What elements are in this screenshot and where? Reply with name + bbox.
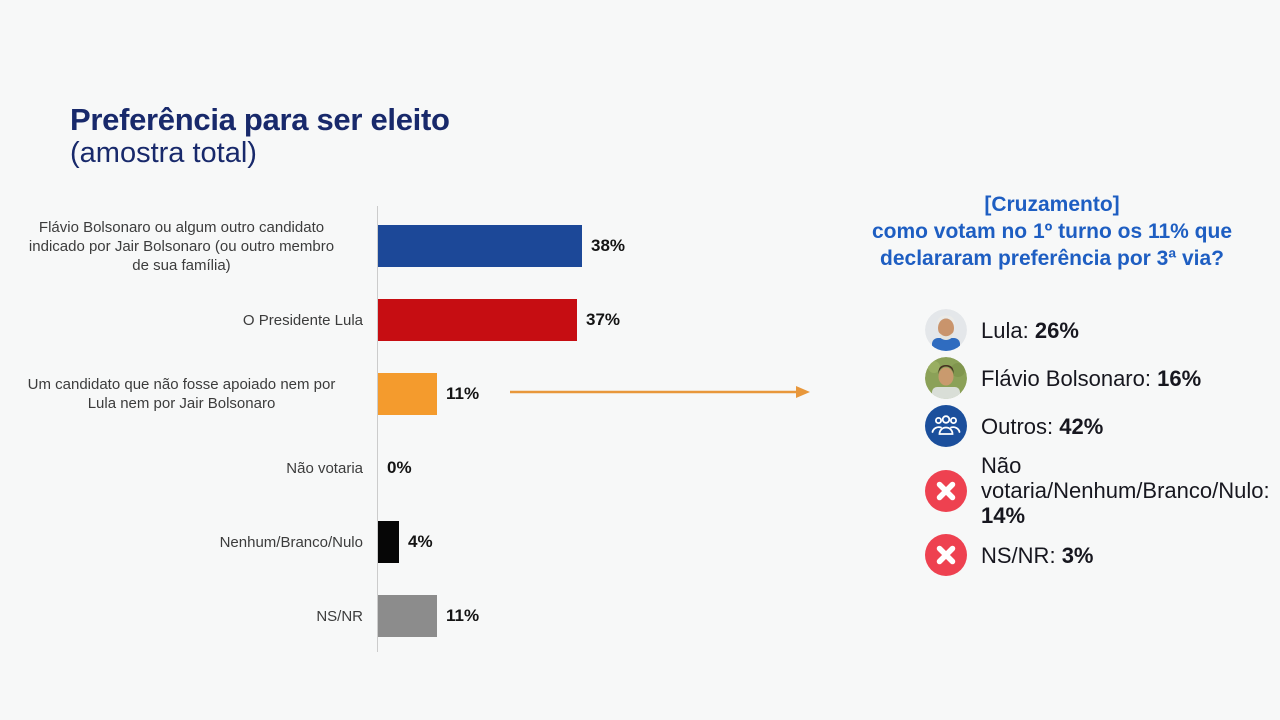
x-mark-icon xyxy=(925,534,967,576)
cross-item-value: 26% xyxy=(1034,317,1079,343)
cross-item-name: Lula: xyxy=(981,317,1029,343)
bar xyxy=(378,595,437,637)
cross-panel-heading: [Cruzamento] como votam no 1º turno os 1… xyxy=(871,193,1233,270)
lula-avatar-icon xyxy=(925,309,967,351)
cross-item-text: Não votaria/Nenhum/Branco/Nulo: 14% xyxy=(981,453,1270,528)
cross-item-name: Flávio Bolsonaro: xyxy=(981,365,1151,391)
flow-arrow-icon xyxy=(510,386,810,398)
flavio-avatar-icon xyxy=(925,357,967,399)
bar-value-label: 11% xyxy=(446,384,480,403)
chart-row: Não votaria 0% xyxy=(0,431,625,505)
bar-chart: Flávio Bolsonaro ou algum outro candidat… xyxy=(0,209,625,653)
bar-value-label: 11% xyxy=(446,606,480,625)
chart-row: Nenhum/Branco/Nulo 4% xyxy=(0,505,625,579)
chart-axis-line xyxy=(377,206,378,652)
cross-list-item: Outros: 42% xyxy=(925,405,1246,447)
bar-label: NS/NR xyxy=(316,607,363,625)
x-mark-icon xyxy=(925,469,967,512)
bar-area: 4% xyxy=(378,521,433,563)
page-title: Preferência para ser eleito (amostra tot… xyxy=(70,103,450,170)
bar-label: Um candidato que não fosse apoiado nem p… xyxy=(27,376,336,412)
chart-row: O Presidente Lula 37% xyxy=(0,283,625,357)
title-line-2: (amostra total) xyxy=(70,137,257,169)
bar-area: 0% xyxy=(378,447,412,489)
chart-row: NS/NR 11% xyxy=(0,579,625,653)
bar-value-label: 0% xyxy=(387,458,412,477)
bar-value-label: 38% xyxy=(591,236,626,255)
bar-label: Não votaria xyxy=(286,459,363,477)
cross-list-item: Lula: 26% xyxy=(925,309,1246,351)
bar-label: Flávio Bolsonaro ou algum outro candidat… xyxy=(28,218,335,274)
cross-item-name: NS/NR: xyxy=(981,542,1056,568)
group-icon xyxy=(925,405,967,447)
bar xyxy=(378,225,582,267)
chart-row: Um candidato que não fosse apoiado nem p… xyxy=(0,357,625,431)
bar-area: 37% xyxy=(378,299,620,341)
bar-area: 11% xyxy=(378,595,479,637)
chart-row: Flávio Bolsonaro ou algum outro candidat… xyxy=(0,209,625,283)
cross-item-text: NS/NR: 3% xyxy=(981,543,1246,568)
cross-list-item: Não votaria/Nenhum/Branco/Nulo: 14% xyxy=(925,453,1270,528)
cross-list-item: NS/NR: 3% xyxy=(925,534,1246,576)
cross-item-name: Não votaria/Nenhum/Branco/Nulo: xyxy=(981,453,1270,503)
cross-panel-list: Lula: 26% Flávio Bolsonaro: 16% Outros: 42… xyxy=(925,309,1270,576)
bar-value-label: 37% xyxy=(586,310,621,329)
cross-item-text: Lula: 26% xyxy=(981,318,1246,343)
cross-item-value: 42% xyxy=(1059,413,1104,439)
cross-item-text: Flávio Bolsonaro: 16% xyxy=(981,366,1246,391)
bar xyxy=(378,521,399,563)
cross-item-name: Outros: xyxy=(981,413,1054,439)
bar-value-label: 4% xyxy=(408,532,433,551)
cross-item-value: 3% xyxy=(1061,542,1094,568)
bar-area: 38% xyxy=(378,225,625,267)
bar-area: 11% xyxy=(378,373,479,415)
cross-item-value: 16% xyxy=(1157,365,1202,391)
title-line-1: Preferência para ser eleito xyxy=(70,102,450,137)
bar-label: O Presidente Lula xyxy=(242,311,363,329)
bar xyxy=(378,299,577,341)
bar-label: Nenhum/Branco/Nulo xyxy=(219,533,363,551)
cross-item-text: Outros: 42% xyxy=(981,414,1246,439)
cross-item-value: 14% xyxy=(981,503,1026,528)
cross-list-item: Flávio Bolsonaro: 16% xyxy=(925,357,1246,399)
bar xyxy=(378,373,437,415)
